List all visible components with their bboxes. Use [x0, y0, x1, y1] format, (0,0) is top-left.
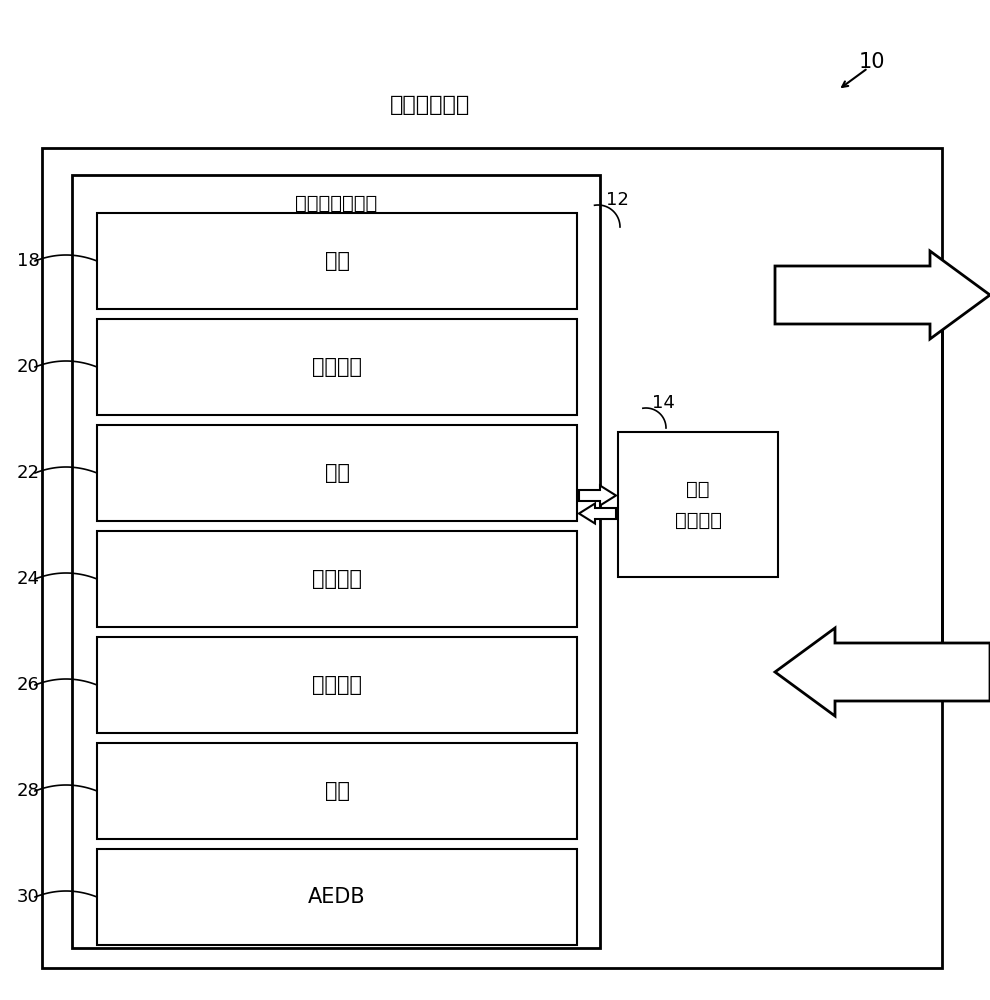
Bar — [97, 319, 577, 415]
Bar — [42, 148, 942, 968]
Text: 导向: 导向 — [325, 463, 349, 483]
Text: 12: 12 — [606, 191, 629, 209]
Bar — [97, 637, 577, 733]
Text: 28: 28 — [17, 782, 40, 800]
Text: 30: 30 — [17, 888, 40, 906]
Text: 飞行管理计算机: 飞行管理计算机 — [295, 194, 377, 213]
Text: 推力管理: 推力管理 — [312, 357, 362, 377]
Text: 18: 18 — [17, 252, 40, 270]
Text: 数据链路: 数据链路 — [312, 675, 362, 695]
Text: 26: 26 — [17, 676, 40, 694]
Text: 22: 22 — [17, 464, 40, 482]
Text: 性能: 性能 — [325, 781, 349, 801]
Text: AEDB: AEDB — [308, 887, 366, 907]
Text: 控制
显示单元: 控制 显示单元 — [674, 480, 722, 530]
Polygon shape — [775, 628, 990, 716]
Bar — [97, 743, 577, 839]
Bar — [97, 849, 577, 945]
Polygon shape — [775, 251, 990, 339]
Polygon shape — [579, 504, 616, 524]
Polygon shape — [579, 486, 616, 506]
Text: 20: 20 — [17, 358, 40, 376]
Bar — [618, 432, 778, 577]
Text: 导航: 导航 — [325, 251, 349, 271]
Text: 飞行管理系统: 飞行管理系统 — [390, 95, 470, 115]
Text: 飞行计划: 飞行计划 — [312, 569, 362, 589]
Bar — [97, 213, 577, 309]
Text: 14: 14 — [651, 394, 674, 412]
Text: 24: 24 — [17, 570, 40, 588]
Text: 10: 10 — [858, 52, 885, 72]
Bar — [97, 531, 577, 627]
Bar — [97, 425, 577, 521]
Bar — [72, 175, 600, 948]
